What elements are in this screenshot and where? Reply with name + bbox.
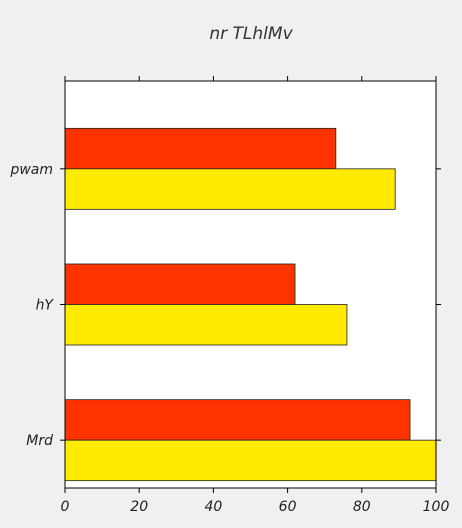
- x-tick-label: 20: [130, 499, 148, 515]
- x-tick-label: 60: [279, 499, 297, 515]
- x-tick-label: 40: [204, 499, 222, 515]
- bar-pwam-0: [64, 127, 337, 170]
- x-tick-label: 100: [423, 499, 450, 515]
- y-tick-label: hY: [36, 298, 55, 314]
- bar-Mrd-1: [64, 439, 437, 482]
- plot-frame: [64, 80, 437, 489]
- axes-layer: pwam hY Mrd 0 20 40 60 80 100: [9, 76, 449, 515]
- bar-pwam-1: [64, 168, 396, 210]
- bars-layer: [64, 127, 437, 482]
- x-tick-label: 80: [353, 499, 371, 515]
- x-tick-label: 0: [61, 499, 70, 515]
- y-tick-label: Mrd: [26, 433, 53, 449]
- bar-Mrd-0: [64, 399, 411, 441]
- y-tick-label: pwam: [9, 162, 53, 178]
- chart-title: nr TLhlMv: [209, 24, 293, 44]
- bar-hY-1: [64, 304, 348, 346]
- bar-hY-0: [64, 263, 296, 305]
